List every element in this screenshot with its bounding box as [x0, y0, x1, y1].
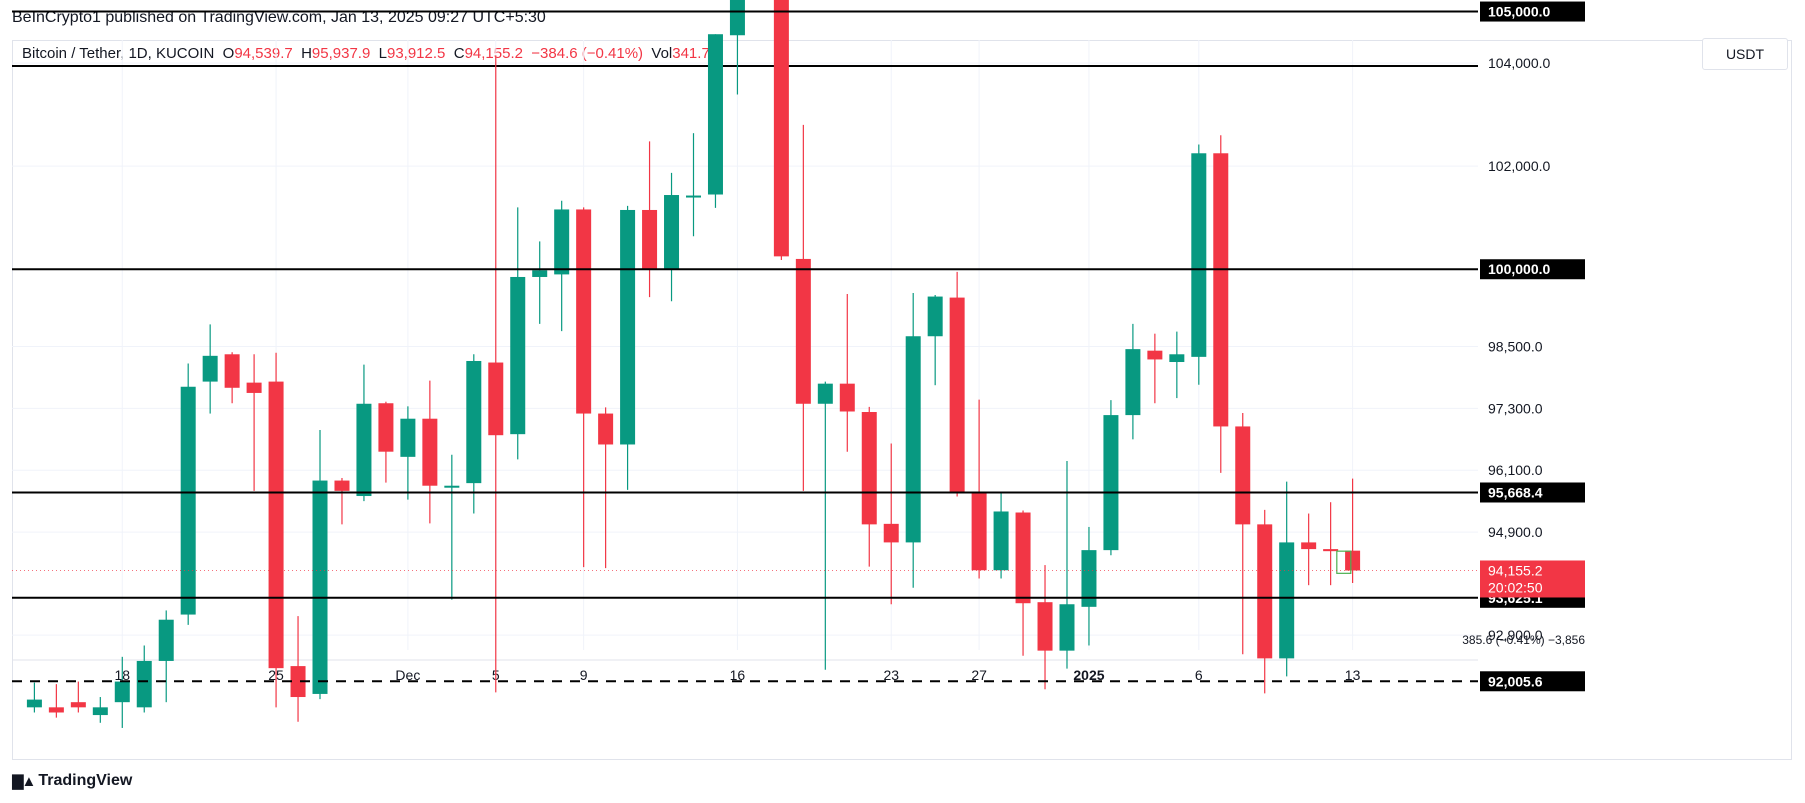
published-header: BeInCrypto1 published on TradingView.com… [12, 9, 546, 26]
vol-value: 341.72 [672, 45, 719, 62]
level-price-label: 105,000.0 [1488, 4, 1550, 20]
low-value: 93,912.5 [386, 45, 446, 62]
level-price-tag [1480, 1, 1585, 22]
symbol-name[interactable]: Bitcoin / Tether, 1D, KUCOIN [22, 45, 215, 62]
close-label: C [453, 45, 465, 62]
candle-up [729, 0, 745, 36]
currency-button[interactable]: USDT [1702, 38, 1788, 70]
symbol-legend: Bitcoin / Tether, 1D, KUCOIN O94,539.7 H… [22, 45, 718, 62]
high-value: 95,937.9 [311, 45, 371, 62]
footer-brand: ▇▲ TradingView [12, 772, 132, 790]
low-label: L [378, 45, 387, 62]
open-value: 94,539.7 [234, 45, 293, 62]
close-value: 94,155.2 [464, 45, 523, 62]
change-value: −384.6 (−0.41%) [531, 45, 644, 62]
footer-brand-text: TradingView [38, 772, 133, 789]
tradingview-logo-icon: ▇▲ [12, 773, 36, 790]
chart-frame[interactable] [12, 40, 1792, 760]
high-label: H [301, 45, 312, 62]
vol-label: Vol [651, 45, 673, 62]
open-label: O [222, 45, 235, 62]
